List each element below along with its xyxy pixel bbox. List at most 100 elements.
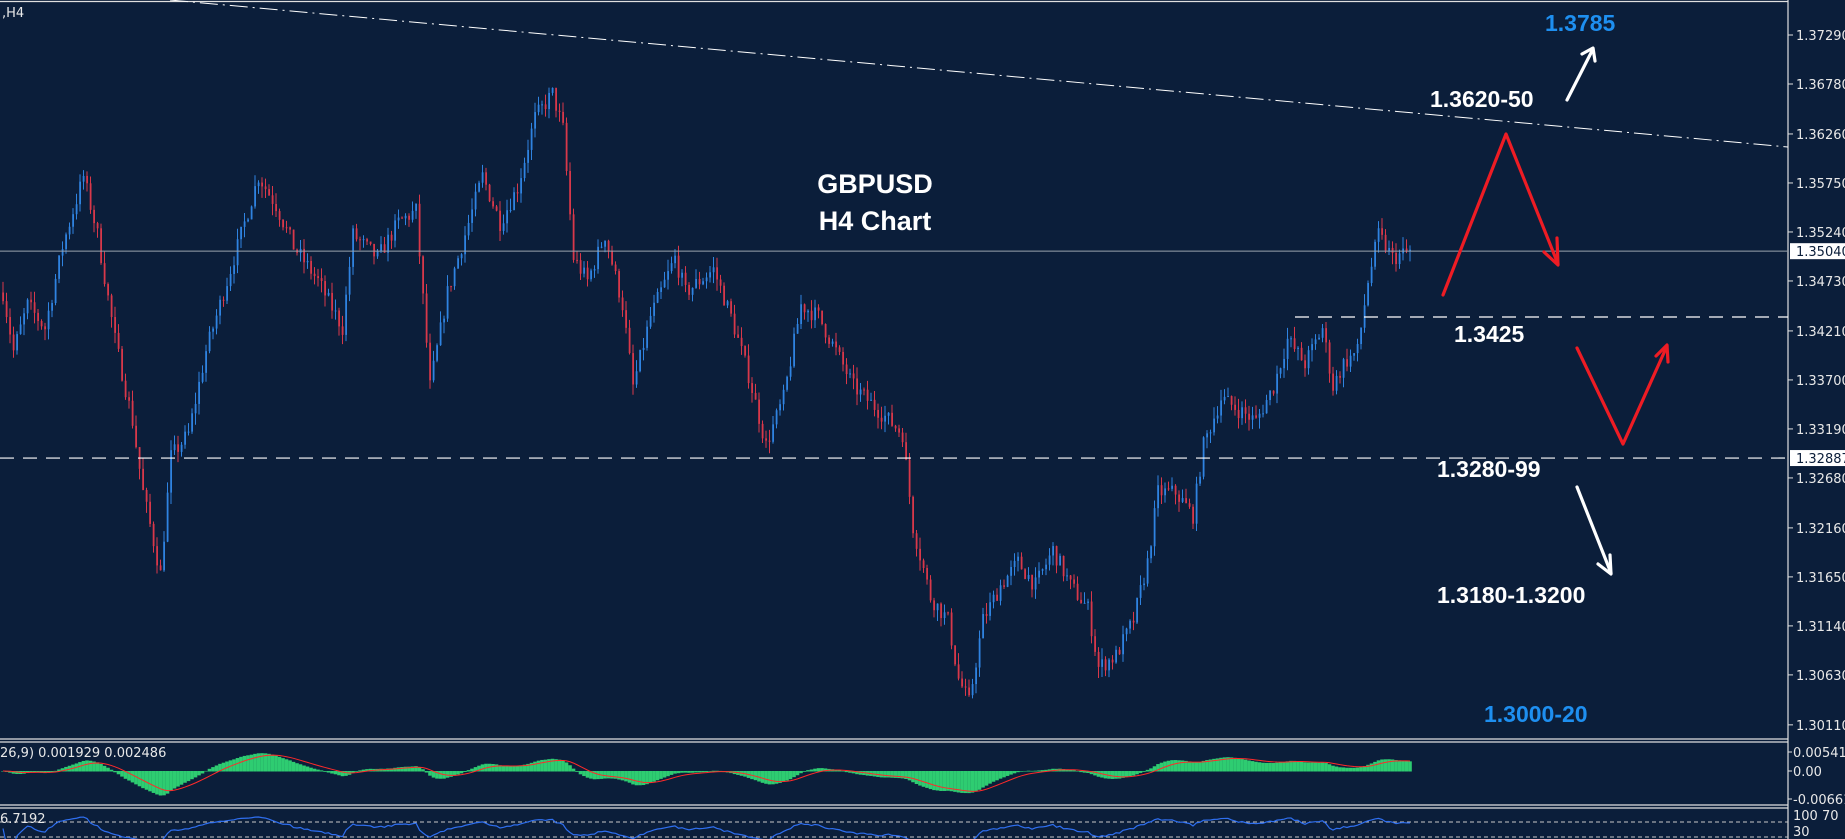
macd-histogram-bar (1135, 771, 1139, 775)
macd-histogram-bar (302, 765, 306, 772)
macd-histogram-bar (1282, 762, 1286, 772)
candle-body (1094, 636, 1096, 652)
candle-body (1286, 338, 1289, 359)
candle-body (520, 178, 522, 194)
macd-histogram-bar (932, 771, 936, 791)
rsi-tick-label: 30 (1793, 825, 1810, 839)
macd-histogram-bar (1243, 759, 1248, 772)
rsi-label: 6.7192 (0, 812, 46, 827)
macd-histogram-bar (78, 762, 82, 772)
macd-histogram-bar (911, 771, 915, 783)
candle-body (1174, 485, 1177, 495)
macd-histogram-bar (1131, 771, 1136, 776)
macd-histogram-bar (249, 754, 254, 772)
candle-body (765, 438, 767, 441)
candle-body (768, 440, 771, 442)
macd-histogram-bar (1019, 771, 1024, 772)
y-tick-label: 1.37290 (1796, 29, 1845, 44)
candle-body (16, 334, 18, 351)
candle-body (1199, 476, 1201, 484)
candle-body (264, 186, 267, 190)
candle-body (817, 307, 820, 311)
y-tick-label: 1.33700 (1796, 374, 1845, 389)
candle-body (1157, 485, 1159, 509)
candle-body (964, 686, 967, 688)
candle-body (135, 425, 137, 448)
candle-body (1066, 575, 1068, 577)
candle-body (635, 371, 638, 385)
candle-body (65, 234, 67, 250)
macd-histogram-bar (1390, 759, 1395, 772)
macd-histogram-bar (169, 771, 173, 791)
macd-histogram-bar (673, 771, 677, 774)
candle-body (684, 272, 687, 285)
price-axis[interactable]: 1.37290 1.36780 1.36260 1.35750 1.35240 1.347… (1788, 29, 1845, 734)
macd-histogram-bar (557, 759, 562, 772)
candle-body (555, 87, 557, 111)
macd-histogram-bar (1401, 760, 1405, 772)
candle-body (285, 227, 288, 229)
candle-body (852, 373, 855, 379)
macd-histogram-bar (1362, 766, 1367, 772)
macd-histogram-bar (263, 753, 268, 772)
candle-body (628, 327, 631, 354)
candle-body (943, 612, 946, 619)
macd-histogram-bar (823, 768, 828, 772)
macd-histogram-bar (1338, 767, 1342, 772)
candle-body (215, 315, 218, 329)
macd-histogram-bar (715, 770, 719, 772)
macd-histogram-bar (85, 760, 89, 772)
macd-histogram-bar (361, 769, 366, 772)
candle-body (649, 315, 652, 327)
candle-body (1279, 368, 1282, 374)
candle-body (415, 203, 417, 211)
macd-histogram-bar (1247, 760, 1251, 772)
macd-histogram-bar (1096, 771, 1101, 777)
candle-body (607, 240, 610, 252)
macd-histogram-bar (214, 765, 219, 772)
macd-histogram-bar (508, 766, 513, 772)
candle-body (173, 444, 176, 451)
candle-body (597, 246, 599, 270)
candle-body (632, 353, 634, 385)
candle-body (604, 240, 606, 247)
candle-body (464, 235, 466, 255)
macd-histogram-bar (172, 771, 177, 789)
macd-histogram-bar (781, 771, 786, 782)
candle-body (1045, 564, 1047, 570)
candle-body (362, 239, 365, 241)
macd-histogram-bar (512, 765, 516, 772)
macd-histogram-bar (1296, 761, 1300, 772)
price-levels (0, 0, 1789, 459)
candle-body (1223, 396, 1226, 401)
candle-body (1188, 503, 1191, 507)
candle-body (929, 579, 932, 601)
macd-histogram-bar (522, 764, 527, 772)
candle-body (705, 277, 708, 282)
macd-histogram-bar (179, 771, 184, 785)
macd-histogram-bar (795, 771, 800, 776)
macd-histogram-bar (764, 771, 768, 784)
macd-histogram-bar (1093, 771, 1097, 776)
candle-body (1013, 560, 1016, 568)
candle-body (1272, 390, 1275, 394)
candle-body (1062, 555, 1065, 577)
candle-body (1265, 400, 1268, 414)
candle-body (341, 326, 344, 335)
candle-body (100, 228, 102, 264)
candle-body (569, 170, 571, 215)
macd-histogram-bar (634, 771, 639, 786)
macd-histogram-bar (60, 768, 65, 772)
macd-histogram-bar (1079, 771, 1083, 773)
candle-body (1185, 498, 1187, 504)
macd-histogram-bar (1075, 770, 1080, 772)
macd-histogram-bar (358, 770, 362, 772)
candle-body (422, 256, 424, 294)
chart-title: GBPUSD (817, 169, 933, 199)
candle-body (257, 182, 260, 187)
macd-histogram-bar (1002, 771, 1006, 778)
candle-body (499, 210, 501, 231)
macd-histogram-bar (1156, 764, 1160, 772)
macd-histogram-bar (1198, 761, 1202, 772)
